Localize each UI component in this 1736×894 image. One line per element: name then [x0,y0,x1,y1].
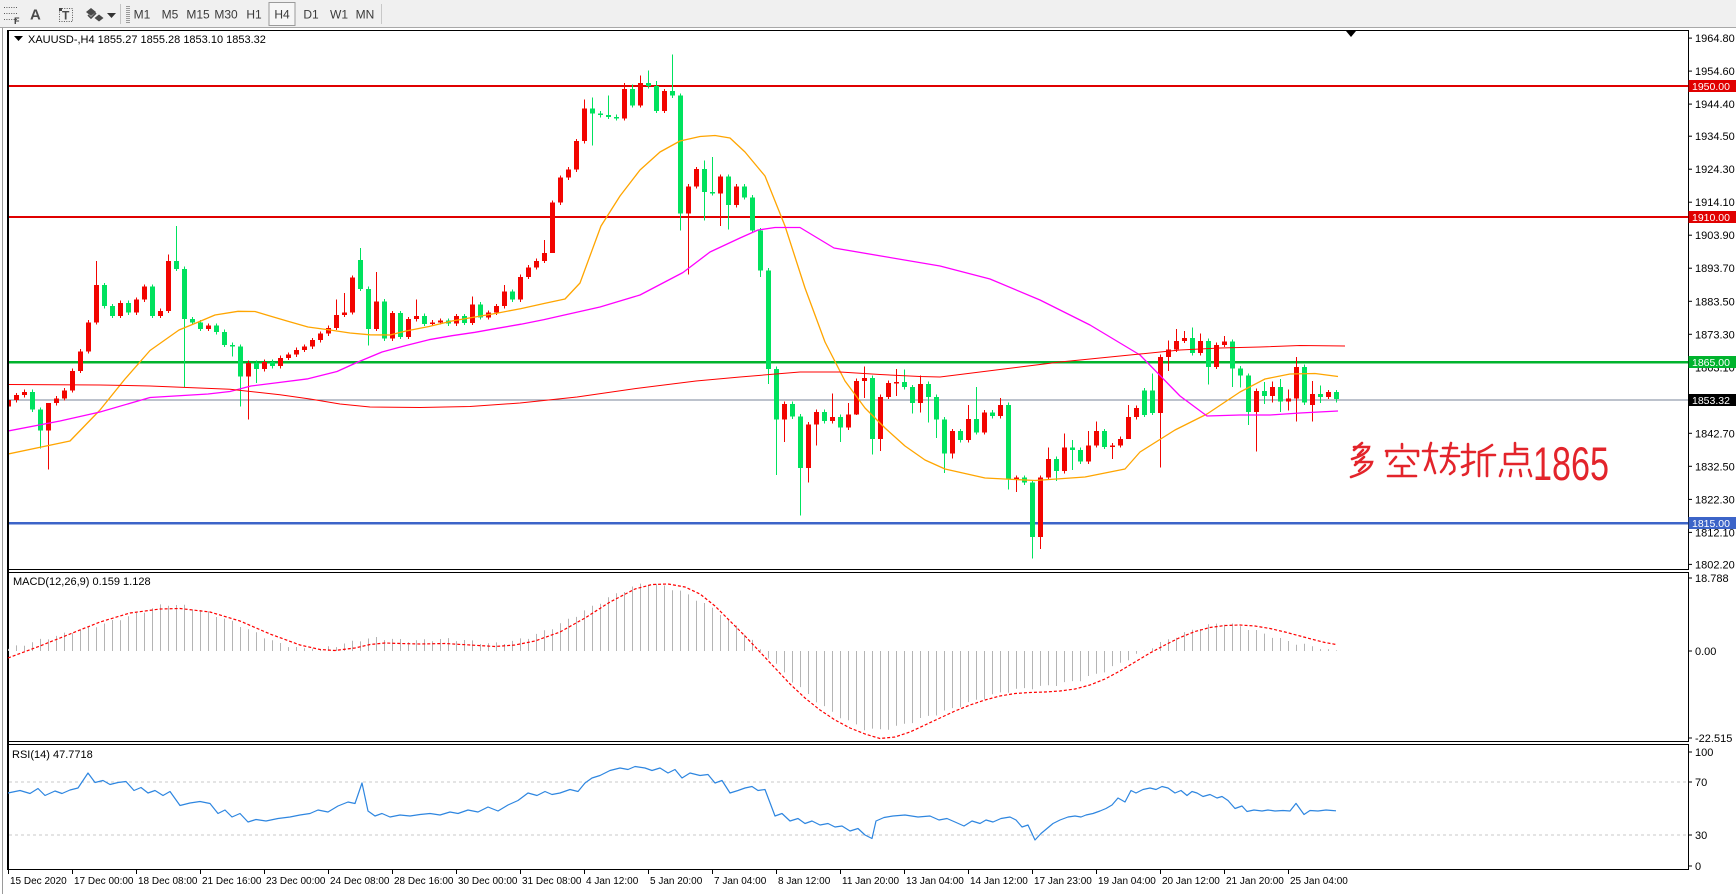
svg-text:20 Jan 12:00: 20 Jan 12:00 [1162,876,1220,887]
svg-text:31 Dec 08:00: 31 Dec 08:00 [522,876,582,887]
svg-text:1910.00: 1910.00 [1692,212,1730,224]
svg-text:MACD(12,26,9) 0.159 1.128: MACD(12,26,9) 0.159 1.128 [13,576,151,588]
svg-text:13 Jan 04:00: 13 Jan 04:00 [906,876,964,887]
svg-text:19 Jan 04:00: 19 Jan 04:00 [1098,876,1156,887]
svg-text:1812.10: 1812.10 [1695,527,1735,539]
svg-text:5 Jan 20:00: 5 Jan 20:00 [650,876,703,887]
svg-text:1964.80: 1964.80 [1695,33,1735,45]
svg-text:1822.30: 1822.30 [1695,494,1735,506]
svg-text:25 Jan 04:00: 25 Jan 04:00 [1290,876,1348,887]
svg-text:F: F [14,16,20,26]
svg-text:14 Jan 12:00: 14 Jan 12:00 [970,876,1028,887]
svg-text:1842.70: 1842.70 [1695,428,1735,440]
svg-text:1865: 1865 [1533,437,1609,490]
svg-text:1950.00: 1950.00 [1692,81,1730,93]
svg-text:0: 0 [1695,861,1701,873]
svg-text:21 Dec 16:00: 21 Dec 16:00 [202,876,262,887]
svg-text:W1: W1 [330,8,348,22]
svg-text:15 Dec 2020: 15 Dec 2020 [10,876,67,887]
svg-text:1924.30: 1924.30 [1695,164,1735,176]
svg-text:18.788: 18.788 [1695,573,1729,585]
svg-text:30 Dec 00:00: 30 Dec 00:00 [458,876,518,887]
svg-text:1802.20: 1802.20 [1695,559,1735,571]
svg-text:M15: M15 [186,8,210,22]
svg-text:1815.00: 1815.00 [1692,518,1730,530]
svg-text:1903.90: 1903.90 [1695,230,1735,242]
svg-text:1853.32: 1853.32 [1692,395,1730,407]
svg-text:-22.515: -22.515 [1695,733,1732,745]
svg-text:1914.10: 1914.10 [1695,197,1735,209]
svg-text:M5: M5 [162,8,179,22]
svg-text:18 Dec 08:00: 18 Dec 08:00 [138,876,198,887]
svg-text:T: T [62,9,70,23]
svg-text:24 Dec 08:00: 24 Dec 08:00 [330,876,390,887]
svg-text:4 Jan 12:00: 4 Jan 12:00 [586,876,639,887]
svg-text:1883.50: 1883.50 [1695,296,1735,308]
svg-text:1832.50: 1832.50 [1695,461,1735,473]
svg-text:H4: H4 [274,8,290,22]
svg-text:D1: D1 [303,8,319,22]
svg-text:30: 30 [1695,830,1707,842]
svg-text:1873.30: 1873.30 [1695,329,1735,341]
svg-text:1944.40: 1944.40 [1695,99,1735,111]
svg-text:100: 100 [1695,747,1713,759]
svg-text:0.00: 0.00 [1695,646,1716,658]
svg-text:MN: MN [356,8,375,22]
svg-text:17 Dec 00:00: 17 Dec 00:00 [74,876,134,887]
svg-text:28 Dec 16:00: 28 Dec 16:00 [394,876,454,887]
svg-text:1934.50: 1934.50 [1695,131,1735,143]
svg-text:11 Jan 20:00: 11 Jan 20:00 [842,876,900,887]
svg-text:1893.70: 1893.70 [1695,263,1735,275]
svg-text:A: A [30,7,41,24]
svg-text:1954.60: 1954.60 [1695,66,1735,78]
svg-text:M30: M30 [214,8,238,22]
svg-text:7 Jan 04:00: 7 Jan 04:00 [714,876,767,887]
svg-text:H1: H1 [246,8,262,22]
svg-text:21 Jan 20:00: 21 Jan 20:00 [1226,876,1284,887]
svg-text:70: 70 [1695,777,1707,789]
svg-text:RSI(14) 47.7718: RSI(14) 47.7718 [12,749,93,761]
svg-text:17 Jan 23:00: 17 Jan 23:00 [1034,876,1092,887]
svg-text:1865.00: 1865.00 [1692,357,1730,369]
svg-text:23 Dec 00:00: 23 Dec 00:00 [266,876,326,887]
svg-text:M1: M1 [134,8,151,22]
svg-text:XAUUSD-,H4 1855.27 1855.28 18: XAUUSD-,H4 1855.27 1855.28 1853.10 1853.… [28,34,266,46]
svg-text:8 Jan 12:00: 8 Jan 12:00 [778,876,831,887]
